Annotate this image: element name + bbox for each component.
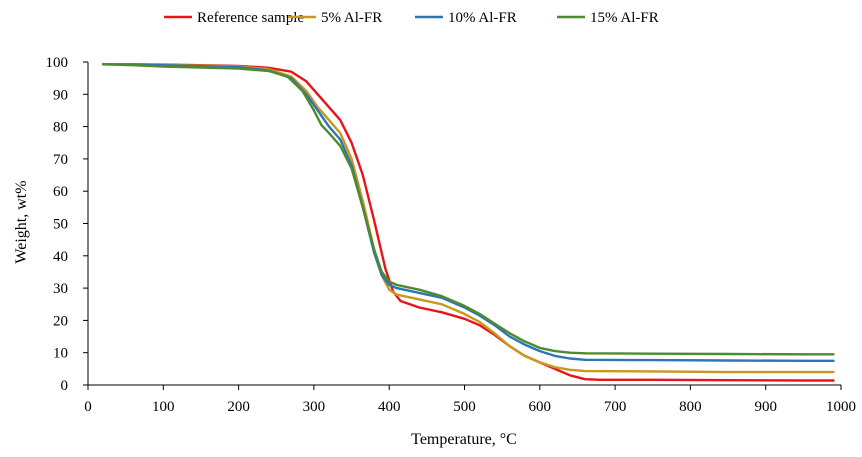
y-tick-label: 80 [53,120,68,136]
y-tick-label: 50 [53,217,68,233]
axes: 0 100 200 300 400 500 600 700 800 900 1000 0 10 20 30 4… [46,55,857,415]
y-tick-label: 70 [53,152,68,168]
series-layer [101,63,835,382]
series-line-4 [101,63,835,356]
x-tick-label: 700 [604,399,627,415]
x-tick-label: 400 [378,399,401,415]
x-axis-title: Temperature, °C [411,431,517,448]
x-tick-label: 0 [84,399,92,415]
legend-label-3: 10% Al-FR [448,10,517,26]
x-tick-label: 100 [152,399,175,415]
legend-label-4: 15% Al-FR [590,10,659,26]
y-tick-label: 90 [53,87,68,103]
y-tick-label: 60 [53,184,68,200]
legend: Reference sample 5% Al-FR 10% Al-FR 15% Al-… [164,10,659,26]
y-tick-label: 30 [53,281,68,297]
y-tick-label: 0 [61,378,69,394]
x-tick-label: 200 [227,399,250,415]
series-line-1 [101,63,835,382]
x-tick-label: 900 [754,399,777,415]
x-tick-label: 600 [529,399,552,415]
x-tick-label: 800 [679,399,702,415]
series-line-2 [101,63,835,374]
y-tick-label: 20 [53,313,68,329]
y-axis-title: Weight, wt% [13,180,30,263]
legend-label-1: Reference sample [197,10,304,26]
legend-label-2: 5% Al-FR [321,10,382,26]
x-tick-label: 500 [453,399,476,415]
x-tick-label: 1000 [826,399,856,415]
y-tick-label: 100 [46,55,69,71]
y-tick-label: 10 [53,346,68,362]
y-tick-label: 40 [53,249,68,265]
x-tick-label: 300 [303,399,326,415]
